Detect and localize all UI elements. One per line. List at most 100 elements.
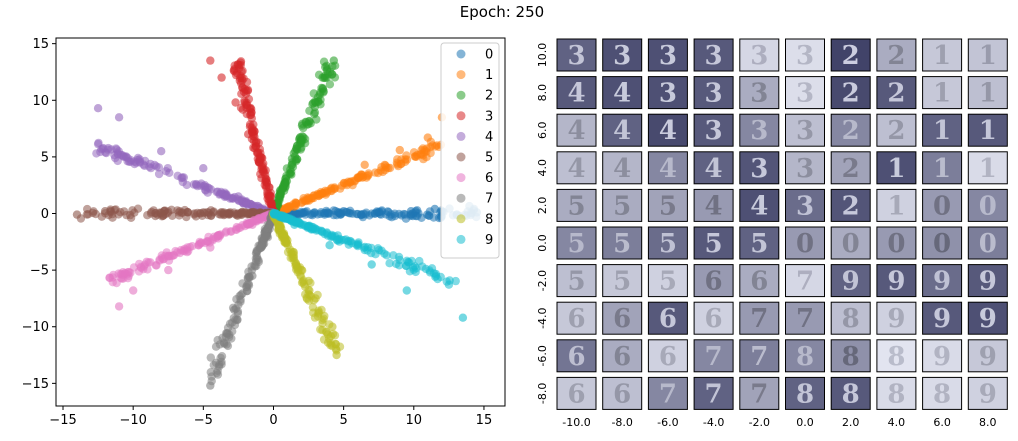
cell-background — [739, 113, 780, 147]
cell-background — [556, 113, 597, 147]
point-class-3 — [242, 98, 251, 107]
decoded-cell: 2 — [830, 76, 871, 110]
legend-label-2: 2 — [485, 89, 493, 104]
cell-digit-glyph: 4 — [659, 154, 677, 184]
legend-label-8: 8 — [485, 212, 493, 227]
point-class-4 — [179, 173, 188, 182]
cell-digit-glyph: 2 — [842, 116, 860, 146]
point-class-5 — [163, 208, 172, 218]
cell-digit-glyph: 7 — [705, 342, 723, 372]
grid-x-tick-label: -4.0 — [703, 416, 724, 429]
cell-background — [785, 151, 825, 185]
decoded-digit-grid: 3 3 3 3 3 3 2 2 1 14 4 3 3 3 3 2 2 1 14 4 4 3 3 3 2 2 1 14 4 4 4 3 3 2 1 1 1… — [556, 38, 1008, 410]
cell-background — [693, 376, 734, 410]
point-class-2 — [326, 67, 335, 77]
cell-background — [830, 188, 871, 222]
point-class-2 — [297, 135, 306, 145]
cell-background — [556, 38, 597, 72]
point-class-6 — [114, 302, 124, 311]
point-class-6 — [164, 252, 173, 261]
y-tick-label: −15 — [22, 377, 49, 392]
point-class-8 — [318, 315, 327, 325]
point-class-9 — [415, 256, 424, 266]
cell-digit-glyph: 7 — [750, 379, 768, 409]
cell-background — [602, 301, 643, 335]
point-class-1 — [382, 163, 391, 172]
point-class-8 — [297, 265, 306, 275]
y-tick-label: −5 — [30, 264, 49, 279]
decoded-cell: 0 — [922, 188, 963, 222]
decoded-cell: 7 — [739, 301, 780, 335]
point-class-9 — [308, 222, 318, 232]
decoded-cell: 3 — [739, 113, 780, 147]
cell-background — [922, 188, 963, 222]
decoded-cell: 0 — [922, 226, 963, 260]
cell-digit-glyph: 3 — [796, 116, 814, 146]
point-class-5 — [72, 210, 82, 219]
point-class-4 — [199, 164, 208, 173]
point-class-9 — [345, 236, 354, 246]
decoded-cell: 1 — [967, 76, 1008, 110]
point-class-1 — [318, 188, 327, 198]
point-class-4 — [234, 192, 243, 201]
legend-label-7: 7 — [485, 192, 493, 207]
cell-background — [647, 151, 688, 185]
cell-background — [922, 339, 963, 373]
cell-digit-glyph: 3 — [659, 79, 677, 109]
cell-background — [739, 188, 780, 222]
point-class-4 — [157, 147, 166, 156]
point-class-0 — [397, 211, 406, 220]
decoded-cell: 8 — [922, 376, 963, 410]
point-class-6 — [195, 239, 204, 249]
grid-y-tick-label: 6.0 — [536, 121, 549, 139]
cell-background — [785, 38, 825, 72]
cell-digit-glyph: 9 — [979, 304, 997, 334]
cell-digit-glyph: 8 — [842, 342, 860, 372]
point-class-9 — [402, 286, 411, 295]
cell-digit-glyph: 6 — [567, 379, 585, 409]
point-class-1 — [337, 181, 347, 190]
point-class-1 — [418, 151, 428, 160]
cell-background — [785, 339, 825, 373]
point-class-6 — [256, 215, 265, 224]
point-class-9 — [277, 213, 286, 222]
point-class-3 — [263, 190, 272, 199]
decoded-cell: 6 — [556, 376, 597, 410]
decoded-cell: 3 — [739, 76, 780, 110]
cell-background — [876, 76, 917, 110]
point-class-8 — [306, 278, 315, 288]
point-class-6 — [202, 237, 211, 246]
cell-digit-glyph: 7 — [705, 379, 723, 409]
decoded-cell: 4 — [602, 76, 643, 110]
decoded-cell: 3 — [739, 151, 780, 185]
cell-digit-glyph: 4 — [567, 154, 585, 184]
cell-digit-glyph: 6 — [659, 304, 677, 334]
cell-digit-glyph: 5 — [613, 267, 631, 297]
cell-digit-glyph: 5 — [705, 229, 723, 259]
decoded-cell: 6 — [602, 339, 643, 373]
point-class-5 — [114, 210, 123, 219]
cell-background — [739, 76, 780, 110]
point-class-7 — [214, 362, 224, 371]
cell-background — [556, 226, 597, 260]
decoded-cell: 3 — [647, 76, 688, 110]
grid-y-tick-label: -2.0 — [536, 270, 549, 291]
cell-background — [739, 376, 780, 410]
decoded-cell: 8 — [830, 301, 871, 335]
cell-background — [647, 264, 688, 298]
cell-digit-glyph: 4 — [750, 191, 768, 221]
grid-x-tick-label: -6.0 — [657, 416, 678, 429]
cell-background — [647, 76, 688, 110]
cell-background — [876, 301, 917, 335]
cell-digit-glyph: 5 — [567, 267, 585, 297]
cell-background — [693, 301, 734, 335]
decoded-cell: 2 — [876, 113, 917, 147]
cell-digit-glyph: 9 — [979, 342, 997, 372]
cell-digit-glyph: 6 — [613, 379, 631, 409]
cell-digit-glyph: 0 — [796, 229, 814, 259]
legend-label-1: 1 — [485, 68, 493, 83]
point-class-1 — [422, 144, 431, 153]
cell-digit-glyph: 3 — [705, 116, 723, 146]
cell-digit-glyph: 2 — [842, 191, 860, 221]
point-class-2 — [329, 56, 338, 65]
